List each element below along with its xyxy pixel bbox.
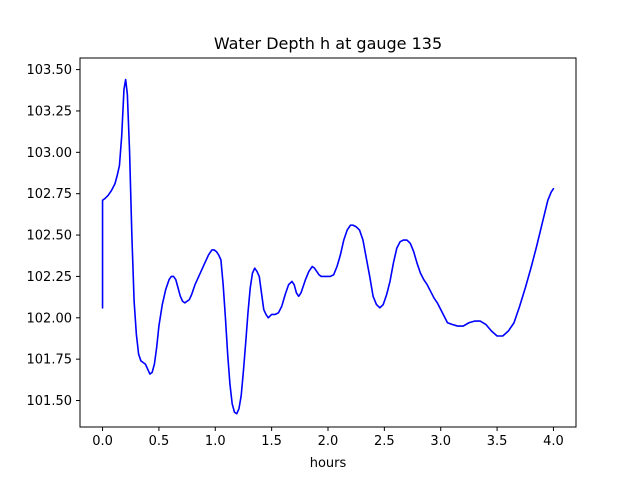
x-tick-label: 2.5: [374, 434, 395, 449]
y-tick-label: 102.25: [27, 270, 73, 285]
series-line-0: [101, 78, 555, 415]
y-tick-label: 103.50: [27, 63, 73, 78]
y-tick-label: 102.75: [27, 187, 73, 202]
y-tick-label: 103.00: [27, 146, 73, 161]
chart-title: Water Depth h at gauge 135: [214, 34, 442, 53]
x-tick-label: 0.5: [149, 434, 170, 449]
x-axis-label: hours: [310, 456, 347, 471]
y-tick-label: 101.50: [27, 394, 73, 409]
y-tick-label: 102.50: [27, 229, 73, 244]
x-axis: 0.0 0.5 1.0 1.5 2.0 2.5 3.0 3.5 4.0: [92, 427, 564, 449]
x-tick-label: 1.0: [205, 434, 226, 449]
y-axis: 101.50 101.75 102.00 102.25 102.50 102.75 103.…: [27, 63, 80, 409]
data-layer: [101, 78, 555, 415]
x-tick-label: 0.0: [92, 434, 113, 449]
x-tick-label: 2.0: [318, 434, 339, 449]
y-tick-label: 101.75: [27, 353, 73, 368]
x-tick-label: 1.5: [261, 434, 282, 449]
y-tick-label: 102.00: [27, 311, 73, 326]
x-tick-label: 3.5: [487, 434, 508, 449]
x-tick-label: 3.0: [430, 434, 451, 449]
y-tick-label: 103.25: [27, 104, 73, 119]
x-tick-label: 4.0: [543, 434, 564, 449]
